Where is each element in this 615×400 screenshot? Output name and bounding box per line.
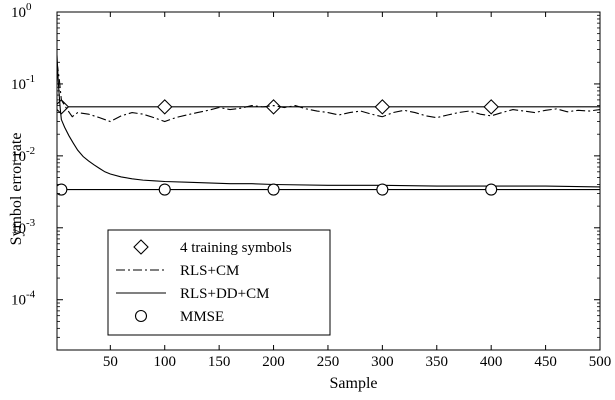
x-tick-label-3: 200 [262,354,285,370]
marker-4-training-symbols-3 [374,99,391,115]
x-tick-label-8: 450 [534,354,557,370]
legend-label-rls-cm: RLS+CM [180,263,239,279]
marker-4-training-symbols-0 [57,99,70,115]
marker-4-training-symbols-2 [265,99,282,115]
y-tick-label-2: 10-2 [11,145,35,165]
y-tick-label-4: 10-4 [11,289,36,309]
x-tick-label-9: 500 [589,354,612,370]
marker-mmse-3 [376,183,389,196]
marker-mmse-0 [57,183,68,196]
legend: 4 training symbols RLS+CM RLS+DD+CM MMSE [107,229,331,336]
x-tick-label-5: 300 [371,354,394,370]
x-axis-title: Sample [330,375,378,392]
x-tick-label-0: 50 [103,354,118,370]
x-tick-label-7: 400 [480,354,503,370]
axes: 50 100 150 200 250 300 350 400 450 500 100 10-1 10-2… [8,1,611,392]
plot-area [57,55,600,196]
legend-label-mmse: MMSE [180,309,224,325]
legend-label-rls-dd-cm: RLS+DD+CM [180,286,269,302]
axes-box [56,11,601,351]
x-tick-label-6: 350 [426,354,449,370]
y-tick-label-0: 100 [11,1,32,21]
y-tick-label-1: 10-1 [11,73,35,93]
x-tick-label-1: 100 [153,354,176,370]
series-line-rls-cm [57,62,600,123]
marker-4-training-symbols-1 [156,99,173,115]
marker-4-training-symbols-4 [483,99,499,115]
marker-mmse-4 [485,183,498,196]
x-tick-label-2: 150 [208,354,231,370]
series-line-rls-dd-cm [57,55,600,188]
marker-mmse-1 [158,183,171,196]
legend-marker-mmse [134,309,148,323]
legend-label-4-training-symbols: 4 training symbols [180,240,292,256]
marker-mmse-2 [267,183,280,196]
y-axis-title: Symbol error rate [8,133,25,246]
x-tick-label-4: 250 [317,354,340,370]
legend-marker-4-training-symbols [133,239,149,255]
y-tick-label-3: 10-3 [11,217,36,237]
